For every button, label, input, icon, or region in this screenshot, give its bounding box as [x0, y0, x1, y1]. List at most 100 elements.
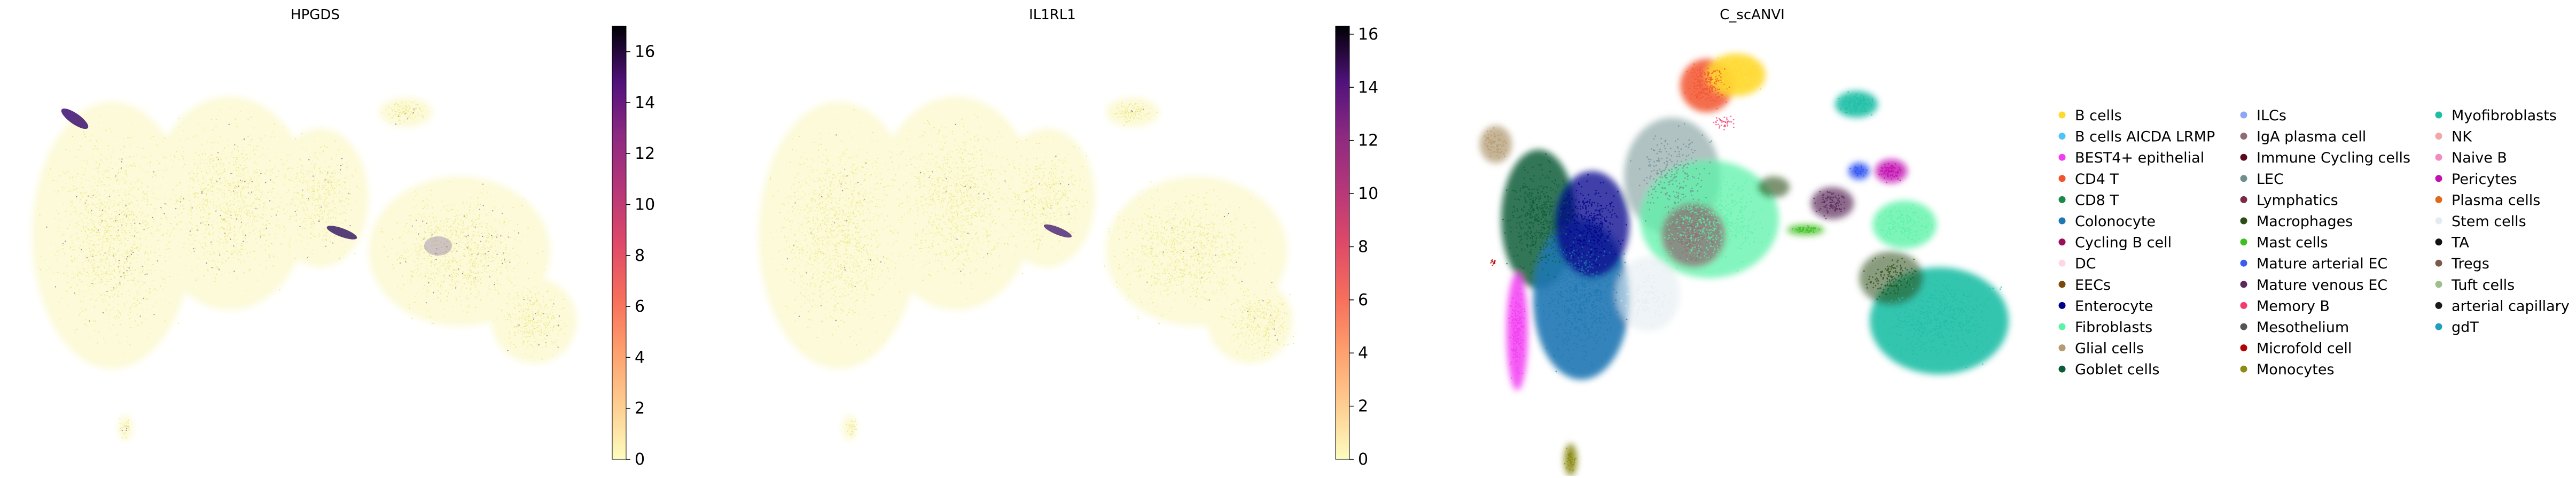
- cell-point: [438, 267, 439, 268]
- cell-point: [247, 119, 248, 120]
- cell-point: [252, 203, 253, 204]
- cell-point: [455, 219, 456, 220]
- cell-point: [454, 216, 455, 217]
- cell-point: [397, 222, 398, 223]
- cell-point: [313, 222, 314, 223]
- cell-point: [536, 327, 537, 328]
- cell-point: [237, 150, 238, 151]
- cell-point: [175, 199, 176, 201]
- cell-point: [314, 141, 315, 142]
- cell-point: [470, 266, 471, 267]
- cell-point: [298, 206, 299, 207]
- cell-point: [203, 217, 204, 218]
- cell-point: [867, 219, 868, 220]
- cell-point: [164, 198, 165, 199]
- cell-point: [323, 199, 324, 200]
- cell-point: [415, 269, 416, 271]
- cell-point: [415, 104, 416, 105]
- cell-point: [139, 315, 140, 317]
- cell-point: [851, 286, 852, 287]
- cell-point: [96, 167, 97, 168]
- cell-point: [424, 217, 425, 218]
- cell-point: [98, 331, 99, 333]
- cell-point: [213, 220, 214, 221]
- cell-point: [105, 236, 106, 237]
- cell-point: [238, 205, 239, 206]
- cell-point: [344, 212, 345, 213]
- cell-point: [116, 136, 118, 137]
- cell-point: [211, 244, 212, 245]
- cell-point: [482, 253, 483, 255]
- cell-point: [130, 263, 131, 264]
- cell-point: [382, 232, 383, 233]
- cell-point: [190, 244, 191, 245]
- cell-point: [118, 310, 119, 311]
- cell-point: [472, 253, 473, 254]
- cell-point: [82, 195, 83, 196]
- cell-point: [104, 232, 105, 233]
- cell-point: [71, 205, 72, 206]
- cell-point: [270, 171, 271, 172]
- cell-point: [535, 308, 536, 309]
- cell-point: [500, 242, 501, 243]
- cell-point: [429, 216, 430, 217]
- cell-point: [218, 236, 219, 237]
- cell-point: [116, 334, 118, 335]
- cell-point: [312, 185, 313, 186]
- cell-point: [822, 202, 823, 203]
- cell-point: [125, 180, 126, 181]
- cell-point: [514, 239, 515, 240]
- cell-point: [475, 207, 477, 209]
- cell-point: [478, 266, 479, 267]
- cell-point: [463, 255, 464, 256]
- cell-point: [814, 181, 815, 182]
- cell-point: [248, 219, 249, 220]
- cell-point: [546, 322, 547, 323]
- cell-point: [851, 195, 852, 196]
- cell-point: [144, 262, 145, 263]
- cell-point: [417, 104, 418, 105]
- cell-point: [312, 204, 313, 205]
- cell-point: [419, 245, 420, 246]
- cell-point: [301, 203, 302, 204]
- cell-point: [85, 249, 87, 250]
- cell-point: [121, 253, 122, 255]
- cell-point: [481, 277, 482, 278]
- cell-point: [265, 155, 266, 156]
- cell-point: [400, 115, 401, 117]
- cell-point: [92, 274, 93, 275]
- cell-point: [229, 124, 230, 125]
- cell-point: [238, 259, 239, 260]
- cell-point: [282, 244, 283, 245]
- cell-point: [412, 109, 413, 110]
- cell-point: [495, 289, 496, 290]
- cell-point: [72, 262, 73, 263]
- cell-point: [318, 220, 319, 221]
- cell-point: [126, 181, 127, 182]
- cell-point: [147, 201, 148, 202]
- cell-point: [111, 287, 112, 288]
- cell-point: [517, 323, 518, 324]
- cell-point: [403, 231, 404, 232]
- cell-point: [87, 225, 88, 226]
- cell-point: [336, 184, 337, 186]
- cell-point: [360, 189, 361, 190]
- cell-point: [335, 196, 337, 197]
- cell-point: [305, 204, 306, 205]
- cell-point: [825, 149, 826, 150]
- cell-point: [495, 240, 496, 241]
- cell-point: [243, 245, 244, 246]
- cell-point: [399, 124, 400, 125]
- cell-point: [128, 194, 129, 195]
- cell-point: [124, 232, 126, 233]
- cell-point: [111, 157, 112, 158]
- cell-point: [123, 268, 124, 269]
- cell-point: [240, 263, 241, 264]
- cell-point: [193, 159, 194, 160]
- cell-point: [449, 259, 450, 260]
- cell-point: [113, 227, 114, 228]
- cell-point: [129, 235, 130, 236]
- cell-point: [355, 202, 356, 203]
- cell-point: [207, 141, 208, 142]
- cell-point: [394, 104, 395, 105]
